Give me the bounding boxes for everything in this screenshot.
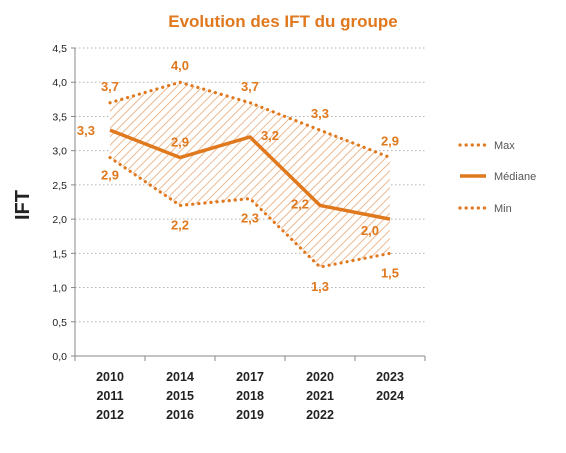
gridlines [71,47,425,357]
x-tick-label: 2016 [166,408,194,422]
x-tick-label: 2020 [306,370,334,384]
data-label-mediane: 2,9 [171,135,189,150]
data-label-min: 2,3 [241,211,259,226]
series-line-mediane [109,128,391,221]
x-tick-label: 2019 [236,408,264,422]
y-axis-label: IFT [12,190,34,220]
chart-title: Evolution des IFT du groupe [168,12,398,31]
y-tick-label: 0,5 [52,317,67,329]
data-label-max: 2,9 [381,134,399,149]
series-lines [108,80,392,269]
series-line-min [108,155,392,269]
legend-label-min: Min [494,203,512,215]
x-tick-label: 2014 [166,370,194,384]
x-tick-label: 2015 [166,389,194,403]
data-label-mediane: 3,2 [261,128,279,143]
x-tick-labels: 2010 2011 2012 2014 2015 2016 2017 2018 2019 2020… [96,370,404,422]
data-label-min: 2,9 [101,168,119,183]
x-tick-label: 2018 [236,389,264,403]
y-tick-labels: 0,0 0,5 1,0 1,5 2,0 2,5 3,0 3,5 4,0 4,5 [52,43,67,363]
x-tick-label: 2023 [376,370,404,384]
min-max-band-area [110,82,390,268]
data-label-mediane: 3,3 [77,123,95,138]
y-tick-label: 3,0 [52,146,67,158]
data-label-max: 3,3 [311,106,329,121]
y-tick-label: 3,5 [52,111,67,123]
x-tick-label: 2010 [96,370,124,384]
legend: Max Médiane Min [458,140,536,215]
data-label-min: 1,3 [311,279,329,294]
data-label-max: 3,7 [101,79,119,94]
y-tick-label: 4,5 [52,43,67,55]
data-label-max: 4,0 [171,58,189,73]
series-line-max [108,80,392,160]
data-label-mediane: 2,2 [291,196,309,211]
data-label-min: 1,5 [381,265,399,280]
x-tick-label: 2021 [306,389,334,403]
x-tick-label: 2024 [376,389,404,403]
data-label-max: 3,7 [241,79,259,94]
y-tick-label: 4,0 [52,77,67,89]
x-tick-label: 2022 [306,408,334,422]
data-label-min: 2,2 [171,217,189,232]
axes [74,48,426,361]
legend-label-max: Max [494,140,515,152]
legend-label-mediane: Médiane [494,171,536,183]
y-tick-label: 2,5 [52,180,67,192]
x-tick-label: 2012 [96,408,124,422]
data-labels: 3,7 4,0 3,7 3,3 2,9 2,9 2,2 2,3 1,3 1,5 3,3 2,9 3,2 2… [77,58,399,294]
min-max-band [110,82,390,268]
x-tick-label: 2011 [96,389,123,403]
y-tick-label: 2,0 [52,214,67,226]
y-tick-label: 1,5 [52,248,67,260]
x-tick-label: 2017 [236,370,264,384]
y-tick-label: 0,0 [52,351,67,363]
y-tick-label: 1,0 [52,283,67,295]
data-label-mediane: 2,0 [361,223,379,238]
